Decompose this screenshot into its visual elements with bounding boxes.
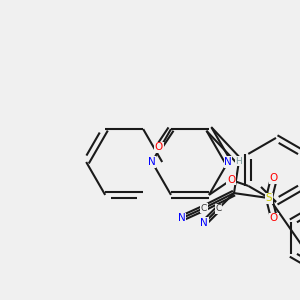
Text: S: S (266, 193, 272, 203)
Text: H: H (236, 157, 242, 166)
Text: O: O (270, 173, 278, 183)
Text: O: O (227, 175, 235, 185)
Text: O: O (155, 142, 163, 152)
Text: N: N (178, 213, 186, 223)
Text: O: O (270, 213, 278, 223)
Text: C: C (215, 204, 222, 213)
Text: N: N (224, 157, 232, 167)
Text: C: C (201, 204, 207, 213)
Text: N: N (148, 157, 156, 167)
Text: N: N (200, 218, 208, 228)
